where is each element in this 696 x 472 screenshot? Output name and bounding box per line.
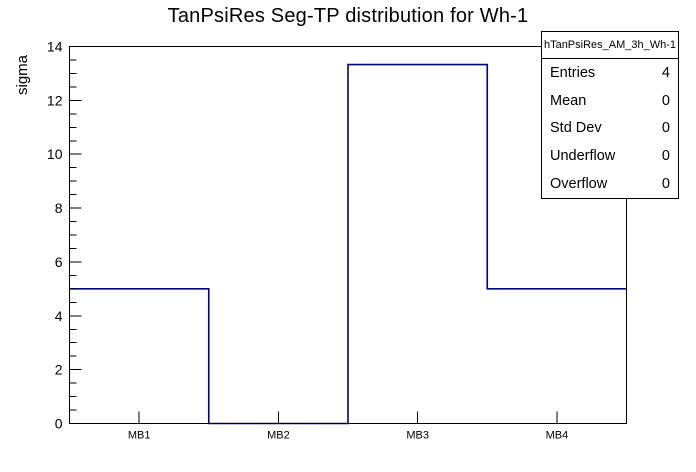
stats-row-overflow: Overflow 0 <box>542 170 678 198</box>
y-axis-title: sigma <box>14 54 31 95</box>
stats-row-stddev: Std Dev 0 <box>542 115 678 143</box>
x-tick-label: MB2 <box>267 430 290 442</box>
stats-label: Mean <box>550 92 587 109</box>
stats-label: Overflow <box>550 176 608 193</box>
y-tick-label: 4 <box>55 308 63 324</box>
y-tick-label: 12 <box>47 92 63 108</box>
stats-box-title: hTanPsiRes_AM_3h_Wh-1 <box>542 32 678 59</box>
stats-box: hTanPsiRes_AM_3h_Wh-1 Entries 4 Mean 0 S… <box>541 31 679 199</box>
stats-value: 0 <box>661 120 670 137</box>
stats-label: Underflow <box>550 148 616 165</box>
histogram-line <box>69 63 627 425</box>
y-tick-label: 2 <box>55 362 63 378</box>
stats-value: 0 <box>661 92 670 109</box>
stats-row-entries: Entries 4 <box>542 59 678 87</box>
chart-title: TanPsiRes Seg-TP distribution for Wh-1 <box>167 5 529 27</box>
stats-value: 0 <box>661 148 670 165</box>
y-tick-label: 0 <box>55 416 63 432</box>
y-tick-label: 14 <box>47 39 63 55</box>
stats-rows: Entries 4 Mean 0 Std Dev 0 Underflow 0 O… <box>542 59 678 198</box>
stats-label: Entries <box>550 64 596 81</box>
y-tick-label: 10 <box>47 146 63 162</box>
stats-row-underflow: Underflow 0 <box>542 142 678 170</box>
y-tick-label: 6 <box>55 254 63 270</box>
stats-value: 4 <box>661 64 670 81</box>
stats-label: Std Dev <box>550 120 602 137</box>
stats-row-mean: Mean 0 <box>542 87 678 115</box>
x-tick-label: MB3 <box>406 430 429 442</box>
x-tick-label: MB4 <box>546 430 569 442</box>
x-tick-label: MB1 <box>128 430 151 442</box>
y-tick-label: 8 <box>55 200 63 216</box>
stats-value: 0 <box>661 176 670 193</box>
